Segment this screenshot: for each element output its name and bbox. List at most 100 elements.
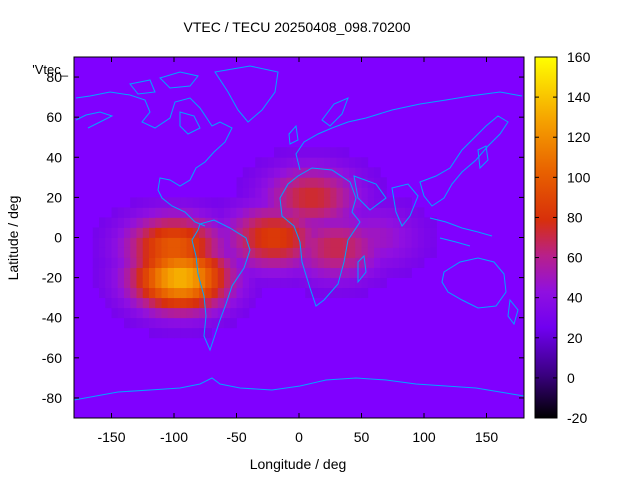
heatmap-cell xyxy=(142,237,150,248)
heatmap-cell xyxy=(124,277,131,289)
heatmap-cell xyxy=(149,267,156,279)
heatmap-cell xyxy=(349,267,356,279)
heatmap-cell xyxy=(411,217,419,228)
heatmap-cell xyxy=(305,147,312,158)
heatmap-cell xyxy=(311,237,319,248)
heatmap-cell xyxy=(199,277,206,289)
heatmap-cell xyxy=(211,267,219,279)
heatmap-cell xyxy=(324,277,331,289)
heatmap-cell xyxy=(211,237,219,248)
heatmap-cell xyxy=(299,177,306,188)
heatmap-cell xyxy=(249,267,256,279)
heatmap-cell xyxy=(217,197,225,208)
heatmap-cell xyxy=(230,267,237,279)
heatmap-cell xyxy=(249,207,256,218)
heatmap-cell xyxy=(274,177,281,188)
heatmap-cell xyxy=(217,297,225,309)
heatmap-cell xyxy=(417,237,425,248)
heatmap-cell xyxy=(174,267,181,279)
heatmap-cell xyxy=(92,267,100,279)
heatmap-cell xyxy=(249,217,256,228)
heatmap-cell xyxy=(117,277,125,289)
heatmap-cell xyxy=(424,237,431,248)
heatmap-cell xyxy=(161,307,169,319)
coastline-new-zealand xyxy=(507,298,519,326)
heatmap-cell xyxy=(161,257,169,268)
heatmap-cell xyxy=(386,267,394,279)
coastline-australia xyxy=(441,257,507,309)
heatmap-cell xyxy=(205,287,212,299)
heatmap-cell xyxy=(130,297,137,309)
heatmap-cell xyxy=(167,287,175,299)
heatmap-cell xyxy=(155,227,162,238)
heatmap-cell xyxy=(411,257,419,268)
heatmap-cell xyxy=(192,327,200,339)
heatmap-cell xyxy=(361,227,369,238)
heatmap-cell xyxy=(217,207,225,218)
heatmap-cell xyxy=(349,247,356,258)
colorbar-tick-label: 0 xyxy=(567,370,575,386)
heatmap-cell xyxy=(230,257,237,268)
coastline-africa xyxy=(279,167,361,307)
x-tick-label: 100 xyxy=(412,429,436,445)
heatmap-cell xyxy=(292,147,300,158)
heatmap-cell xyxy=(349,167,356,178)
heatmap-cell xyxy=(230,227,237,238)
heatmap-cell xyxy=(180,257,187,268)
heatmap-cell xyxy=(224,267,231,279)
heatmap-cell xyxy=(311,217,319,228)
heatmap-cell xyxy=(311,197,319,208)
heatmap-cell xyxy=(105,227,112,238)
heatmap-cell xyxy=(267,207,275,218)
heatmap-cell xyxy=(349,197,356,208)
heatmap-cell xyxy=(224,257,231,268)
heatmap-cell xyxy=(317,287,325,299)
heatmap-cell xyxy=(355,217,362,228)
heatmap-cell xyxy=(255,257,262,268)
heatmap-cell xyxy=(149,207,156,218)
heatmap-cell xyxy=(205,237,212,248)
heatmap-cell xyxy=(286,277,294,289)
heatmap-cell xyxy=(149,327,156,339)
heatmap-cell xyxy=(111,247,119,258)
heatmap-cell xyxy=(167,217,175,228)
heatmap-cell xyxy=(230,297,237,309)
heatmap-cell xyxy=(361,197,369,208)
heatmap-cell xyxy=(342,227,350,238)
heatmap-cell xyxy=(330,287,337,299)
heatmap-cell xyxy=(230,247,237,258)
heatmap-cell xyxy=(305,227,312,238)
heatmap-cell xyxy=(355,157,362,168)
heatmap-cell xyxy=(311,257,319,268)
heatmap-cell xyxy=(99,247,106,258)
heatmap-cell xyxy=(155,317,162,329)
heatmap-cell xyxy=(330,237,337,248)
heatmap-cell xyxy=(299,237,306,248)
heatmap-cell xyxy=(405,217,412,228)
heatmap-cell xyxy=(199,327,206,339)
heatmap-cell xyxy=(117,257,125,268)
heatmap-cell xyxy=(386,237,394,248)
heatmap-cell xyxy=(342,147,350,158)
heatmap-cell xyxy=(117,247,125,258)
heatmap-cell xyxy=(199,207,206,218)
heatmap-cell xyxy=(361,237,369,248)
heatmap-cell xyxy=(374,227,381,238)
heatmap-cell xyxy=(155,297,162,309)
heatmap-cell xyxy=(286,187,294,198)
heatmap-cell xyxy=(186,227,194,238)
heatmap-cell xyxy=(155,257,162,268)
heatmap-cell xyxy=(230,317,237,329)
heatmap-cell xyxy=(292,217,300,228)
heatmap-cell xyxy=(217,247,225,258)
heatmap-cell xyxy=(280,157,287,168)
heatmap-cell xyxy=(217,267,225,279)
heatmap-cell xyxy=(380,247,387,258)
heatmap-cell xyxy=(242,167,250,178)
heatmap-cell xyxy=(111,237,119,248)
heatmap-cell xyxy=(342,267,350,279)
heatmap-cell xyxy=(167,197,175,208)
heatmap-cell xyxy=(192,297,200,309)
heatmap-cell xyxy=(305,237,312,248)
heatmap-cell xyxy=(424,227,431,238)
